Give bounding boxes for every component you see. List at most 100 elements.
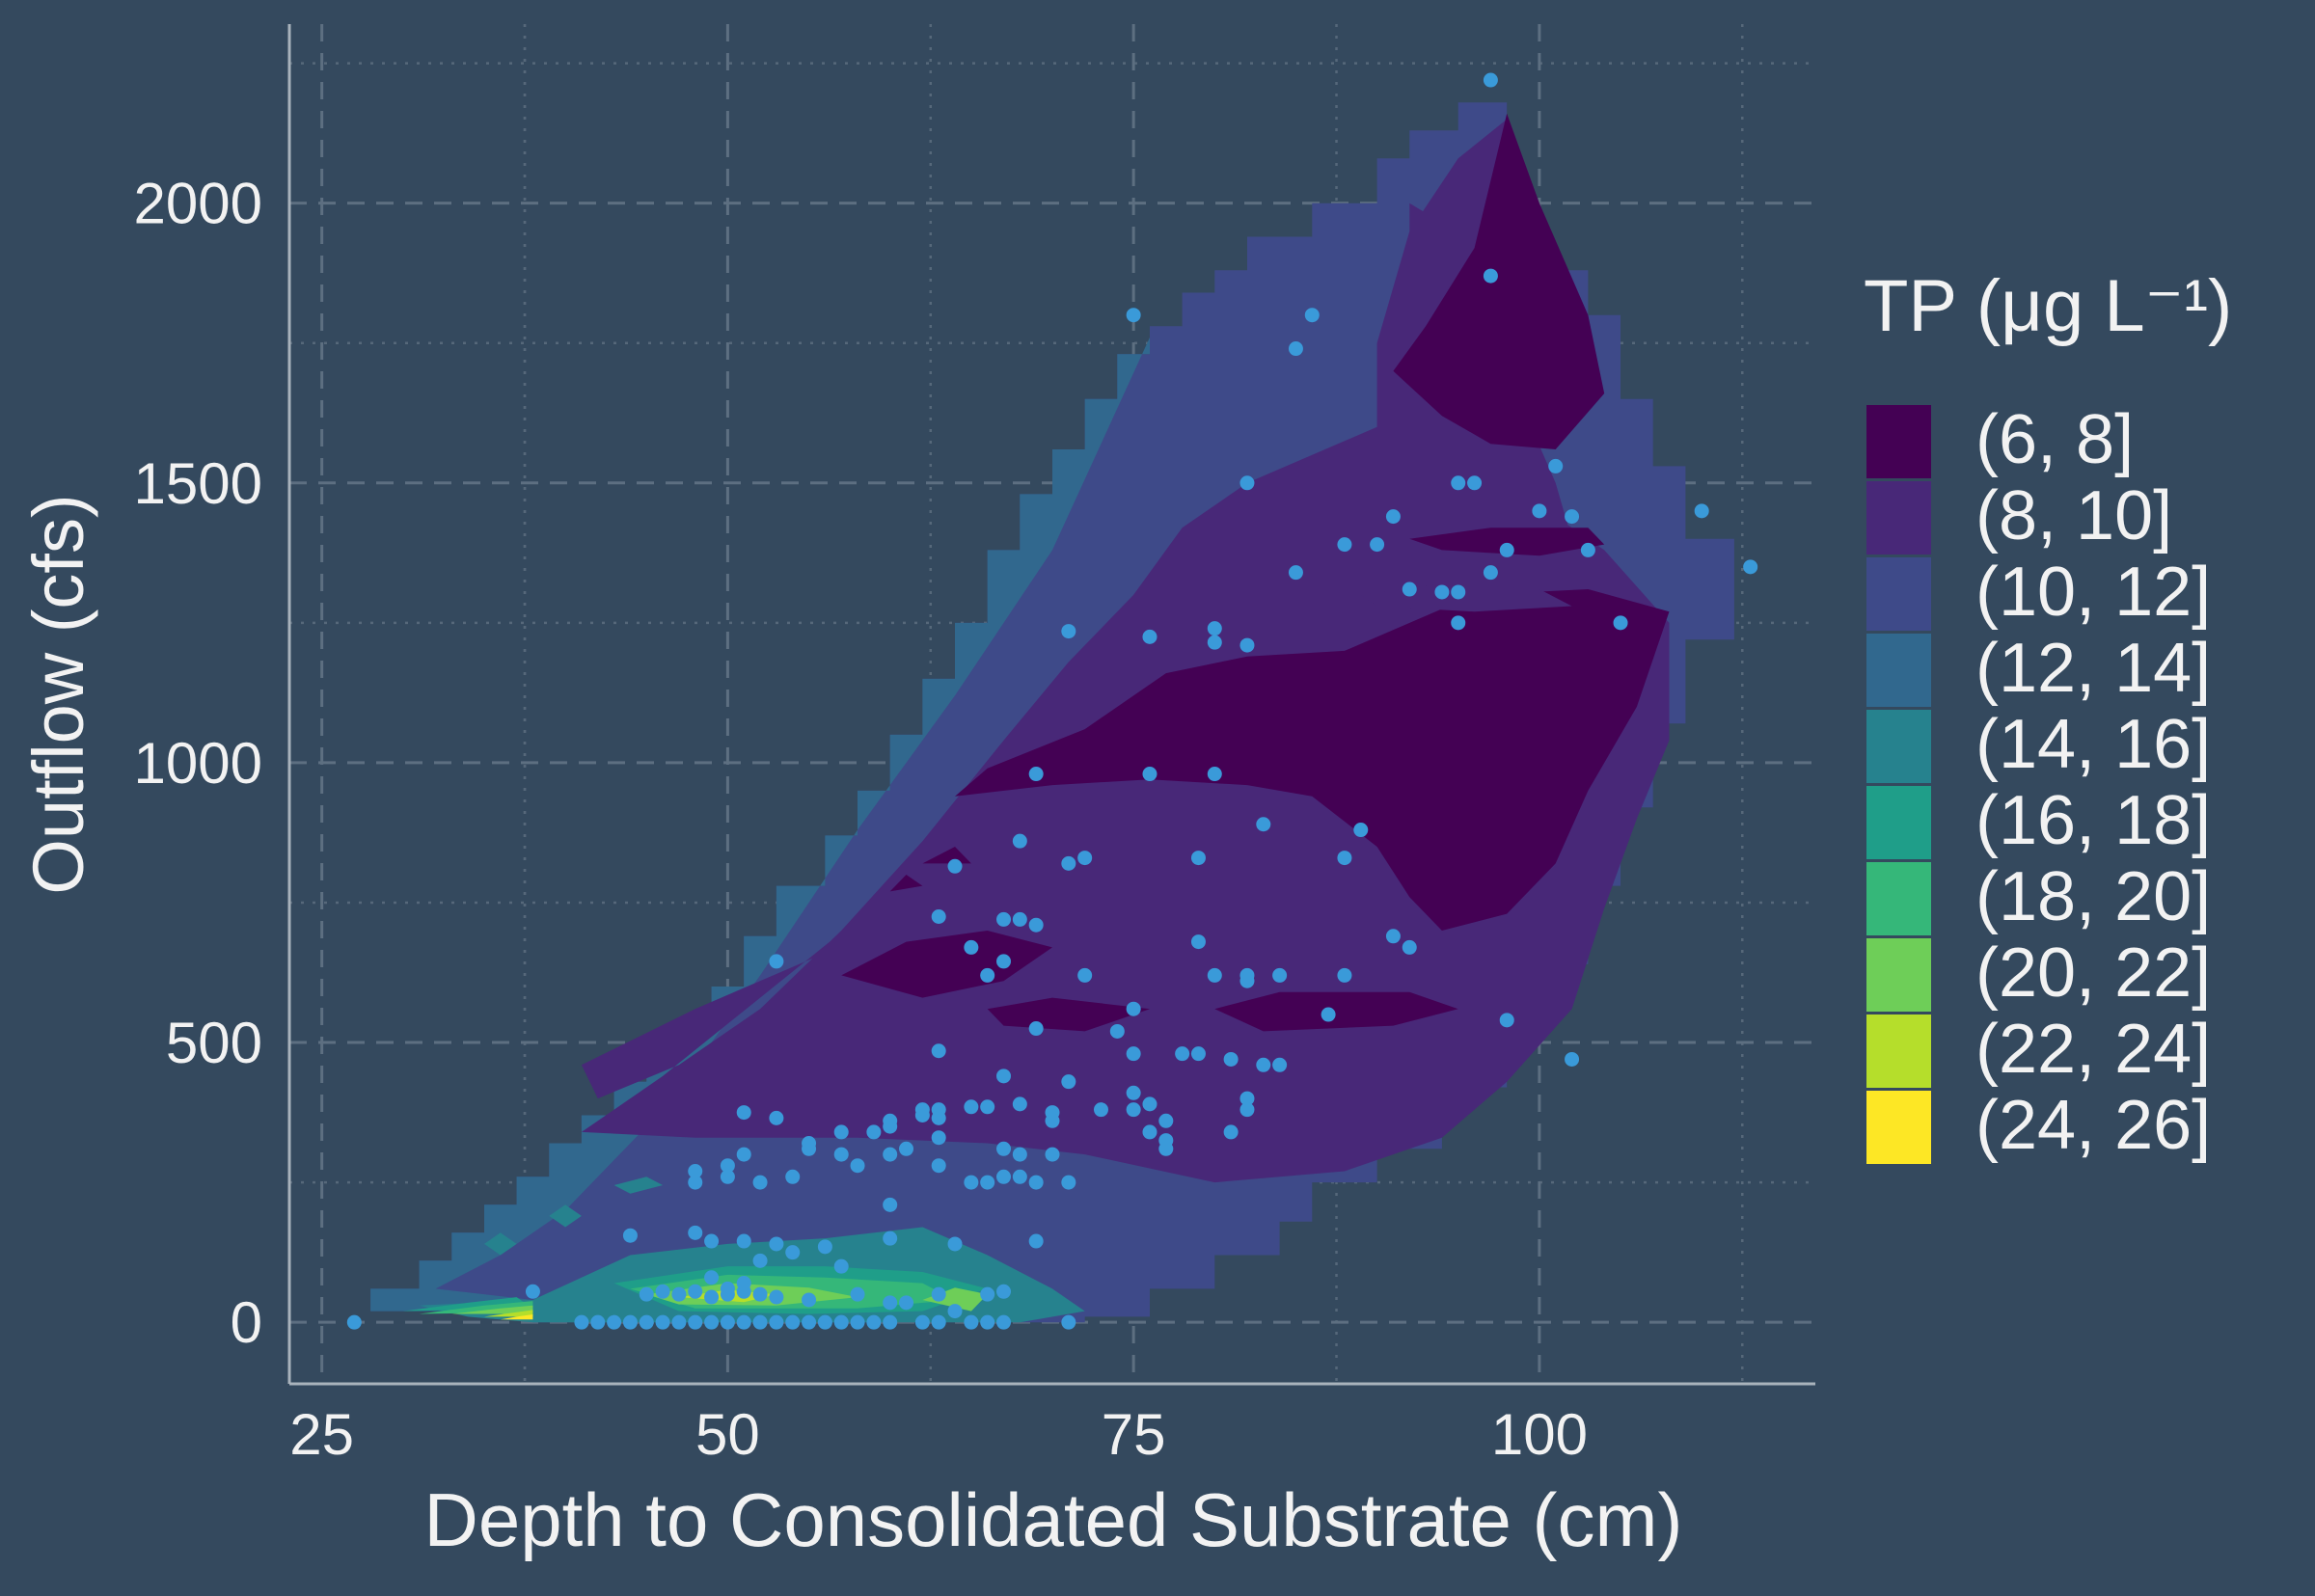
contour-region — [451, 1305, 533, 1314]
data-point — [1207, 767, 1222, 782]
x-tick-label: 100 — [1491, 1402, 1588, 1467]
data-point — [1045, 1113, 1060, 1128]
data-point — [1061, 1314, 1076, 1330]
data-point — [883, 1113, 898, 1128]
x-tick-labels: 25 50 75 100 — [289, 1402, 1588, 1467]
data-point — [720, 1314, 735, 1330]
data-point — [1385, 509, 1401, 525]
legend-label: (8, 10] — [1975, 477, 2172, 555]
data-point — [1190, 934, 1206, 950]
data-point — [1012, 1147, 1027, 1162]
data-point — [1012, 911, 1027, 927]
contour-region — [922, 847, 971, 864]
contour-region — [955, 589, 1670, 931]
legend-swatch — [1866, 405, 1931, 478]
data-point — [980, 1099, 995, 1115]
data-point — [1467, 475, 1483, 491]
data-point — [639, 1314, 654, 1330]
data-point — [1061, 1074, 1076, 1090]
data-point — [1337, 851, 1352, 866]
data-point — [980, 967, 995, 983]
legend-swatch — [1866, 481, 1931, 555]
y-tick-label: 1000 — [134, 731, 262, 796]
data-point — [639, 1286, 654, 1302]
data-point — [1256, 1057, 1271, 1072]
data-point — [1499, 1013, 1514, 1028]
data-point — [1272, 967, 1288, 983]
data-point — [1272, 1057, 1288, 1072]
data-point — [688, 1314, 703, 1330]
data-point — [931, 908, 946, 924]
data-point — [1158, 1133, 1174, 1149]
data-point — [1451, 615, 1466, 631]
data-point — [1385, 929, 1401, 944]
data-point — [850, 1158, 865, 1174]
data-point — [1565, 1051, 1580, 1067]
data-point — [1061, 1175, 1076, 1190]
data-point — [1142, 1124, 1158, 1140]
contour-region — [484, 1310, 533, 1317]
legend-swatch — [1866, 557, 1931, 631]
legend: TP (μg L⁻¹) (6, 8](8, 10](10, 12](12, 14… — [1864, 265, 2232, 1164]
legend-swatch — [1866, 786, 1931, 859]
data-point — [1126, 1001, 1141, 1016]
data-point — [1288, 565, 1303, 581]
legend-swatch — [1866, 1091, 1931, 1164]
data-point — [980, 1314, 995, 1330]
data-point — [736, 1147, 751, 1162]
data-point — [883, 1197, 898, 1212]
contour-region — [613, 1177, 664, 1194]
data-point — [1613, 615, 1628, 631]
legend-swatch — [1866, 710, 1931, 783]
data-point — [1190, 851, 1206, 866]
data-point — [802, 1314, 817, 1330]
data-point — [947, 1236, 963, 1252]
data-point — [996, 1284, 1012, 1299]
legend-label: (16, 18] — [1975, 782, 2211, 859]
data-point — [1565, 509, 1580, 525]
data-point — [1077, 851, 1093, 866]
data-point — [996, 1169, 1012, 1184]
contour-region — [889, 875, 923, 892]
contour-region — [1214, 991, 1458, 1032]
legend-label: (14, 16] — [1975, 706, 2211, 783]
data-point — [1483, 268, 1498, 284]
data-point — [883, 1231, 898, 1246]
legend-title: TP (μg L⁻¹) — [1864, 265, 2232, 347]
contour-region — [484, 1232, 517, 1256]
contour-regions — [370, 102, 1734, 1323]
data-point — [1207, 635, 1222, 650]
data-point — [1028, 767, 1044, 782]
data-point — [752, 1286, 768, 1302]
data-point — [802, 1135, 817, 1150]
data-point — [688, 1225, 703, 1240]
data-point — [1451, 475, 1466, 491]
data-point — [1337, 537, 1352, 553]
data-point — [655, 1314, 670, 1330]
data-point — [931, 1130, 946, 1146]
data-point — [899, 1295, 914, 1311]
data-point — [964, 939, 979, 955]
data-point — [833, 1314, 849, 1330]
data-point — [720, 1281, 735, 1296]
data-point — [996, 1141, 1012, 1156]
data-point — [980, 1175, 995, 1190]
data-point — [883, 1147, 898, 1162]
y-tick-label: 1500 — [134, 451, 262, 516]
data-point — [996, 954, 1012, 969]
data-point — [622, 1228, 638, 1243]
data-point — [607, 1314, 622, 1330]
contour-region — [922, 1287, 988, 1312]
data-point — [525, 1284, 540, 1299]
data-point — [704, 1270, 720, 1285]
data-point — [802, 1292, 817, 1308]
data-point — [1109, 1023, 1125, 1039]
y-tick-label: 2000 — [134, 172, 262, 236]
data-point — [688, 1175, 703, 1190]
data-point — [931, 1314, 946, 1330]
data-point — [883, 1314, 898, 1330]
data-point — [704, 1314, 720, 1330]
data-point — [899, 1141, 914, 1156]
data-point — [1158, 1113, 1174, 1128]
